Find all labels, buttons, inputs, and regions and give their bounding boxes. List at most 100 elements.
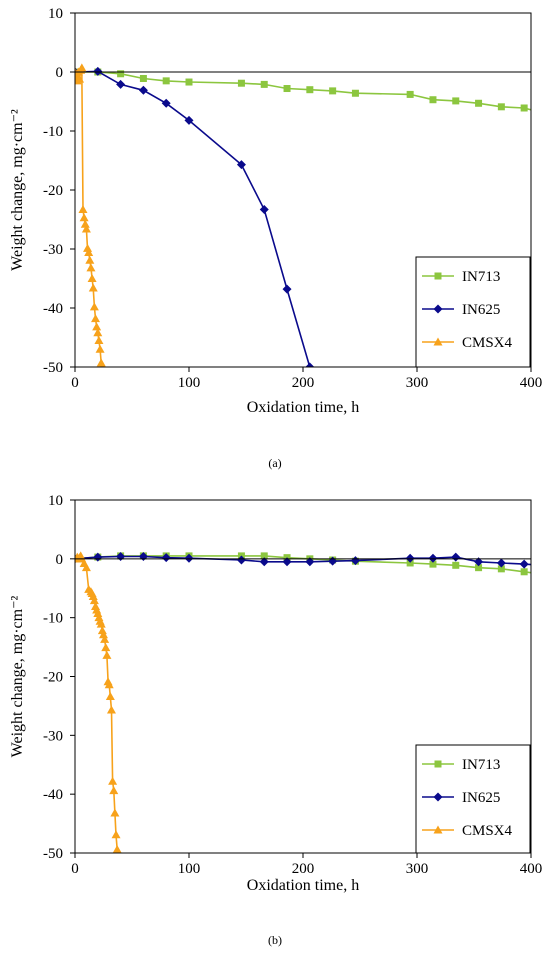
- data-point-cmsx4: [88, 591, 98, 600]
- x-axis-label-a: Oxidation time, h: [247, 399, 359, 416]
- data-point-in713: [329, 87, 337, 95]
- x-tick-label: 0: [71, 861, 79, 877]
- data-point-cmsx4: [79, 213, 89, 222]
- data-point-in713: [452, 561, 460, 569]
- x-tick-label: 300: [406, 861, 429, 877]
- data-point-in713: [475, 564, 483, 572]
- y-tick-label: -50: [43, 846, 63, 862]
- data-point-in713: [162, 77, 170, 85]
- y-axis-label-a: Weight change, mg·cm⁻²: [9, 109, 26, 271]
- data-point-in713: [497, 103, 505, 111]
- data-point-cmsx4: [94, 335, 104, 344]
- y-tick-label: -30: [43, 728, 63, 744]
- data-point-in713: [429, 96, 437, 104]
- data-point-cmsx4: [84, 248, 94, 257]
- y-tick-label: -40: [43, 301, 63, 317]
- data-point-cmsx4: [115, 848, 121, 853]
- data-point-cmsx4: [89, 302, 99, 311]
- data-point-cmsx4: [78, 204, 88, 213]
- data-point-in625: [474, 557, 484, 567]
- data-point-cmsx4: [97, 626, 107, 635]
- data-point-in713: [406, 559, 414, 567]
- data-point-cmsx4: [89, 596, 99, 605]
- plot-area-b: [75, 551, 531, 853]
- data-point-in625: [138, 85, 148, 95]
- y-tick-label: -40: [43, 787, 63, 803]
- data-point-in713: [520, 568, 528, 576]
- panel-label-b: (b): [268, 933, 282, 947]
- data-point-in713: [306, 86, 314, 94]
- data-point-in713: [475, 99, 483, 107]
- data-point-cmsx4: [102, 650, 112, 659]
- data-point-in713: [406, 90, 414, 98]
- data-point-in625: [259, 557, 269, 567]
- data-point-in713: [237, 79, 245, 87]
- data-point-cmsx4: [96, 619, 106, 628]
- data-point-in625: [184, 553, 194, 563]
- axes-a: 100-10-20-30-40-500 100 200 300 400: [43, 6, 542, 391]
- legend-label-in713: IN713: [462, 757, 500, 773]
- data-point-in713: [497, 565, 505, 573]
- legend-marker-cmsx4: [433, 337, 443, 346]
- x-tick-label: 400: [520, 375, 543, 391]
- data-point-cmsx4: [95, 344, 105, 353]
- data-point-in625: [259, 204, 269, 214]
- data-point-cmsx4: [81, 563, 91, 572]
- data-point-in713: [260, 80, 268, 88]
- data-point-in625: [405, 553, 415, 563]
- data-point-in713: [260, 552, 268, 560]
- panel-label-a: (a): [268, 456, 281, 470]
- legend-label-cmsx4: CMSX4: [462, 335, 513, 351]
- y-tick-label: -10: [43, 124, 63, 140]
- data-point-cmsx4: [96, 358, 106, 367]
- legend-a: IN713 IN625 CMSX4: [415, 256, 531, 368]
- x-tick-label: 400: [520, 861, 543, 877]
- data-point-cmsx4: [110, 808, 120, 817]
- data-point-in625: [93, 66, 103, 76]
- data-point-in625: [519, 559, 529, 569]
- x-tick-label: 300: [406, 375, 429, 391]
- data-point-in713: [117, 70, 125, 78]
- data-point-in713: [520, 104, 528, 112]
- x-tick-label: 100: [178, 861, 201, 877]
- data-point-cmsx4: [88, 283, 98, 292]
- y-tick-label: -20: [43, 670, 63, 686]
- data-point-in625: [451, 552, 461, 562]
- y-tick-label: -20: [43, 183, 63, 199]
- data-point-in713: [139, 74, 147, 82]
- legend-b: IN713 IN625 CMSX4: [415, 744, 531, 854]
- data-point-cmsx4: [75, 74, 85, 83]
- data-point-cmsx4: [106, 705, 116, 714]
- data-point-cmsx4: [91, 314, 101, 323]
- data-point-cmsx4: [93, 609, 103, 618]
- data-point-in625: [496, 558, 506, 568]
- data-point-in625: [161, 553, 171, 563]
- data-point-in625: [282, 284, 292, 294]
- data-point-in625: [184, 115, 194, 125]
- legend-marker-in713: [434, 272, 442, 280]
- y-tick-label: -50: [43, 360, 63, 376]
- y-tick-label: -30: [43, 242, 63, 258]
- data-point-in625: [305, 557, 315, 567]
- data-point-in625: [428, 553, 438, 563]
- legend-marker-in713: [434, 760, 442, 768]
- series-line-in625: [75, 70, 311, 367]
- data-point-cmsx4: [83, 243, 93, 252]
- data-point-in713: [452, 97, 460, 105]
- y-tick-label: 0: [56, 65, 64, 81]
- data-point-cmsx4: [99, 362, 105, 367]
- panel-b: 100-10-20-30-40-500 100 200 300 400 Oxidatio…: [9, 493, 542, 947]
- legend-label-in625: IN625: [462, 302, 500, 318]
- data-point-cmsx4: [77, 63, 87, 72]
- data-point-cmsx4: [105, 692, 115, 701]
- data-point-in625: [236, 555, 246, 565]
- x-tick-label: 200: [292, 375, 315, 391]
- data-point-in625: [236, 160, 246, 170]
- x-tick-label: 100: [178, 375, 201, 391]
- series-line-cmsx4: [75, 67, 104, 367]
- y-tick-label: 10: [48, 6, 63, 22]
- data-point-cmsx4: [93, 328, 103, 337]
- y-tick-label: 10: [48, 493, 63, 509]
- data-point-in625: [305, 362, 315, 367]
- data-point-in713: [185, 78, 193, 86]
